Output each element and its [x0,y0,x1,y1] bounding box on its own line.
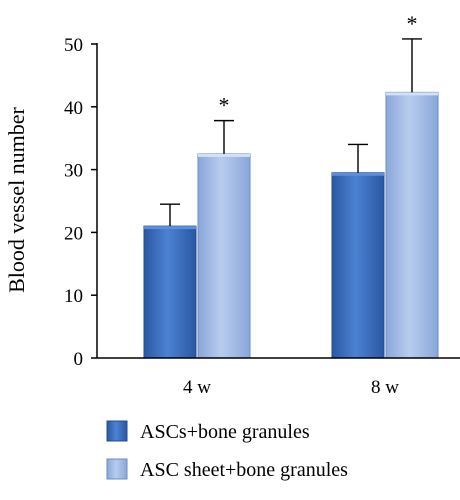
legend-swatch [106,420,128,442]
bar-top-edge [332,172,384,176]
x-axis-ticks: 4 w 8 w [183,377,399,398]
significance-markers: ** [219,11,418,118]
significance-asterisk: * [219,93,230,118]
x-tick-label: 4 w [183,377,211,398]
legend: ASCs+bone granules ASC sheet+bone granule… [106,420,348,481]
bar-ascs-0 [143,225,197,359]
y-tick-label: 40 [64,98,83,119]
y-tick-label: 50 [64,35,83,56]
significance-asterisk: * [407,11,418,36]
y-axis-ticks: 0 10 20 30 40 50 [64,35,97,370]
legend-swatch [106,458,128,480]
legend-label: ASC sheet+bone granules [140,459,348,481]
bar-top-edge [386,92,438,96]
legend-label: ASCs+bone granules [140,421,310,443]
x-tick-label: 8 w [371,377,399,398]
bar-top-edge [198,153,250,157]
bar-ascs-1 [331,172,385,359]
bar-asc-sheet-0 [197,153,251,359]
y-axis-title: Blood vessel number [4,106,29,292]
y-tick-label: 20 [64,223,83,244]
bar-asc-sheet-1 [385,91,439,359]
error-bars-layer [160,38,422,227]
y-tick-label: 0 [74,349,84,370]
bars-layer [143,91,439,359]
y-tick-label: 10 [64,286,83,307]
y-tick-label: 30 [64,161,83,182]
bar-top-edge [144,226,196,230]
